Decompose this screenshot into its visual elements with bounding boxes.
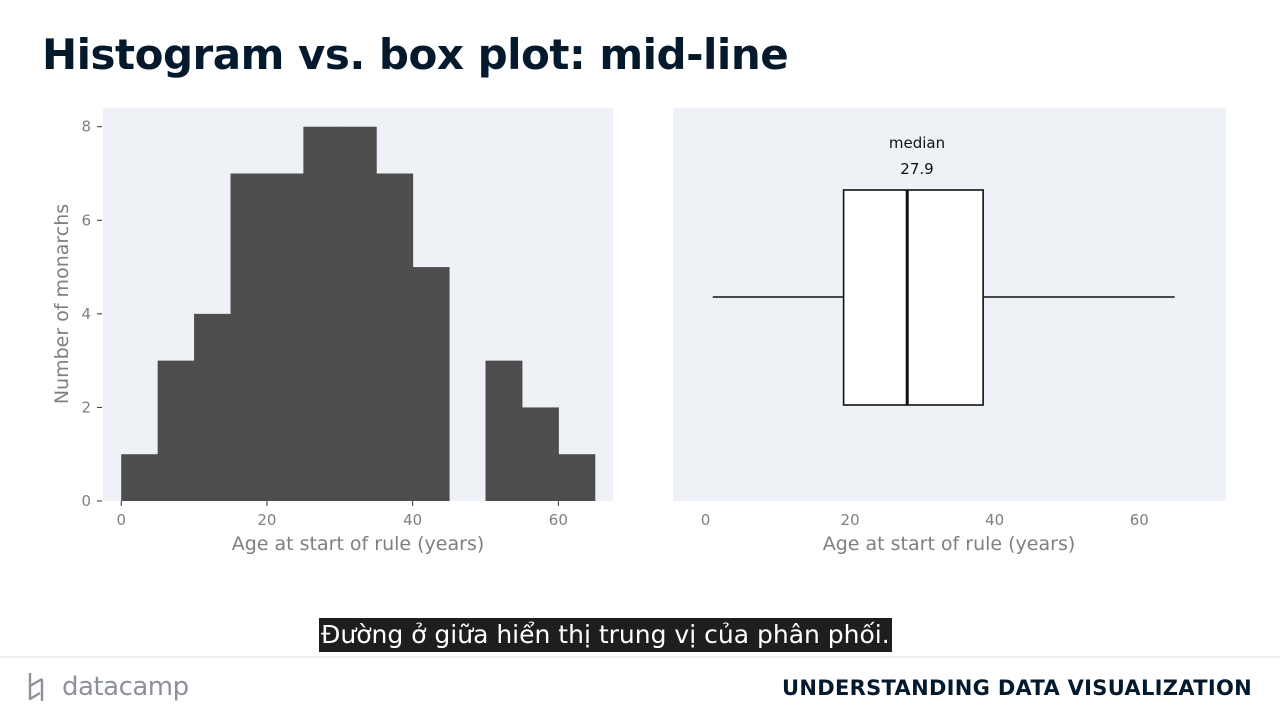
boxplot-box <box>842 189 984 406</box>
histogram-y-tick-label: 4 <box>81 305 91 323</box>
boxplot-x-tick-label: 60 <box>1130 511 1149 529</box>
histogram-chart: 0 20 40 60 0 2 4 6 8 Age at start of rule (year… <box>51 108 613 555</box>
histogram-bar <box>521 407 559 501</box>
video-subtitle: Đường ở giữa hiển thị trung vị của phân … <box>319 618 892 652</box>
histogram-bar <box>303 126 341 501</box>
boxplot-x-tick-label: 0 <box>701 511 711 529</box>
histogram-x-axis-label: Age at start of rule (years) <box>232 533 485 555</box>
boxplot-x-tick-label: 40 <box>985 511 1004 529</box>
datacamp-logo-text: datacamp <box>62 672 189 702</box>
histogram-bar <box>157 360 195 501</box>
boxplot-x-axis-label: Age at start of rule (years) <box>823 533 1076 555</box>
histogram-bar <box>230 173 268 501</box>
histogram-bar <box>412 267 450 501</box>
histogram-bar <box>121 454 159 501</box>
boxplot-x-ticks: 0 20 40 60 <box>701 511 1149 529</box>
median-annotation-label: median <box>889 134 945 152</box>
boxplot-chart: median 27.9 0 20 40 60 Age at start of rule… <box>673 108 1226 555</box>
histogram-x-tick-label: 20 <box>257 511 276 529</box>
histogram-bar <box>339 126 377 501</box>
histogram-x-tick-label: 60 <box>549 511 568 529</box>
histogram-x-tick-label: 40 <box>403 511 422 529</box>
histogram-bar <box>266 173 304 501</box>
boxplot-x-tick-label: 20 <box>841 511 860 529</box>
histogram-y-tick-label: 6 <box>81 211 91 229</box>
histogram-x-tick-label: 0 <box>116 511 126 529</box>
histogram-x-ticks: 0 20 40 60 <box>116 501 568 529</box>
median-annotation-value: 27.9 <box>900 160 933 178</box>
histogram-bar <box>558 454 596 501</box>
histogram-y-tick-label: 8 <box>81 118 91 136</box>
histogram-bar <box>376 173 414 501</box>
histogram-bar <box>194 313 231 501</box>
course-title: UNDERSTANDING DATA VISUALIZATION <box>782 676 1252 700</box>
datacamp-logo: datacamp <box>26 670 189 704</box>
histogram-y-tick-label: 2 <box>81 398 91 416</box>
histogram-bars <box>121 126 596 501</box>
footer-divider <box>0 656 1280 658</box>
histogram-y-ticks: 0 2 4 6 8 <box>81 118 102 510</box>
boxplot-marks <box>712 189 1175 406</box>
histogram-bar <box>485 360 523 501</box>
histogram-y-tick-label: 0 <box>81 492 91 510</box>
histogram-y-axis-label: Number of monarchs <box>51 204 73 404</box>
datacamp-logo-icon <box>28 673 44 701</box>
slide-title: Histogram vs. box plot: mid-line <box>42 30 789 79</box>
